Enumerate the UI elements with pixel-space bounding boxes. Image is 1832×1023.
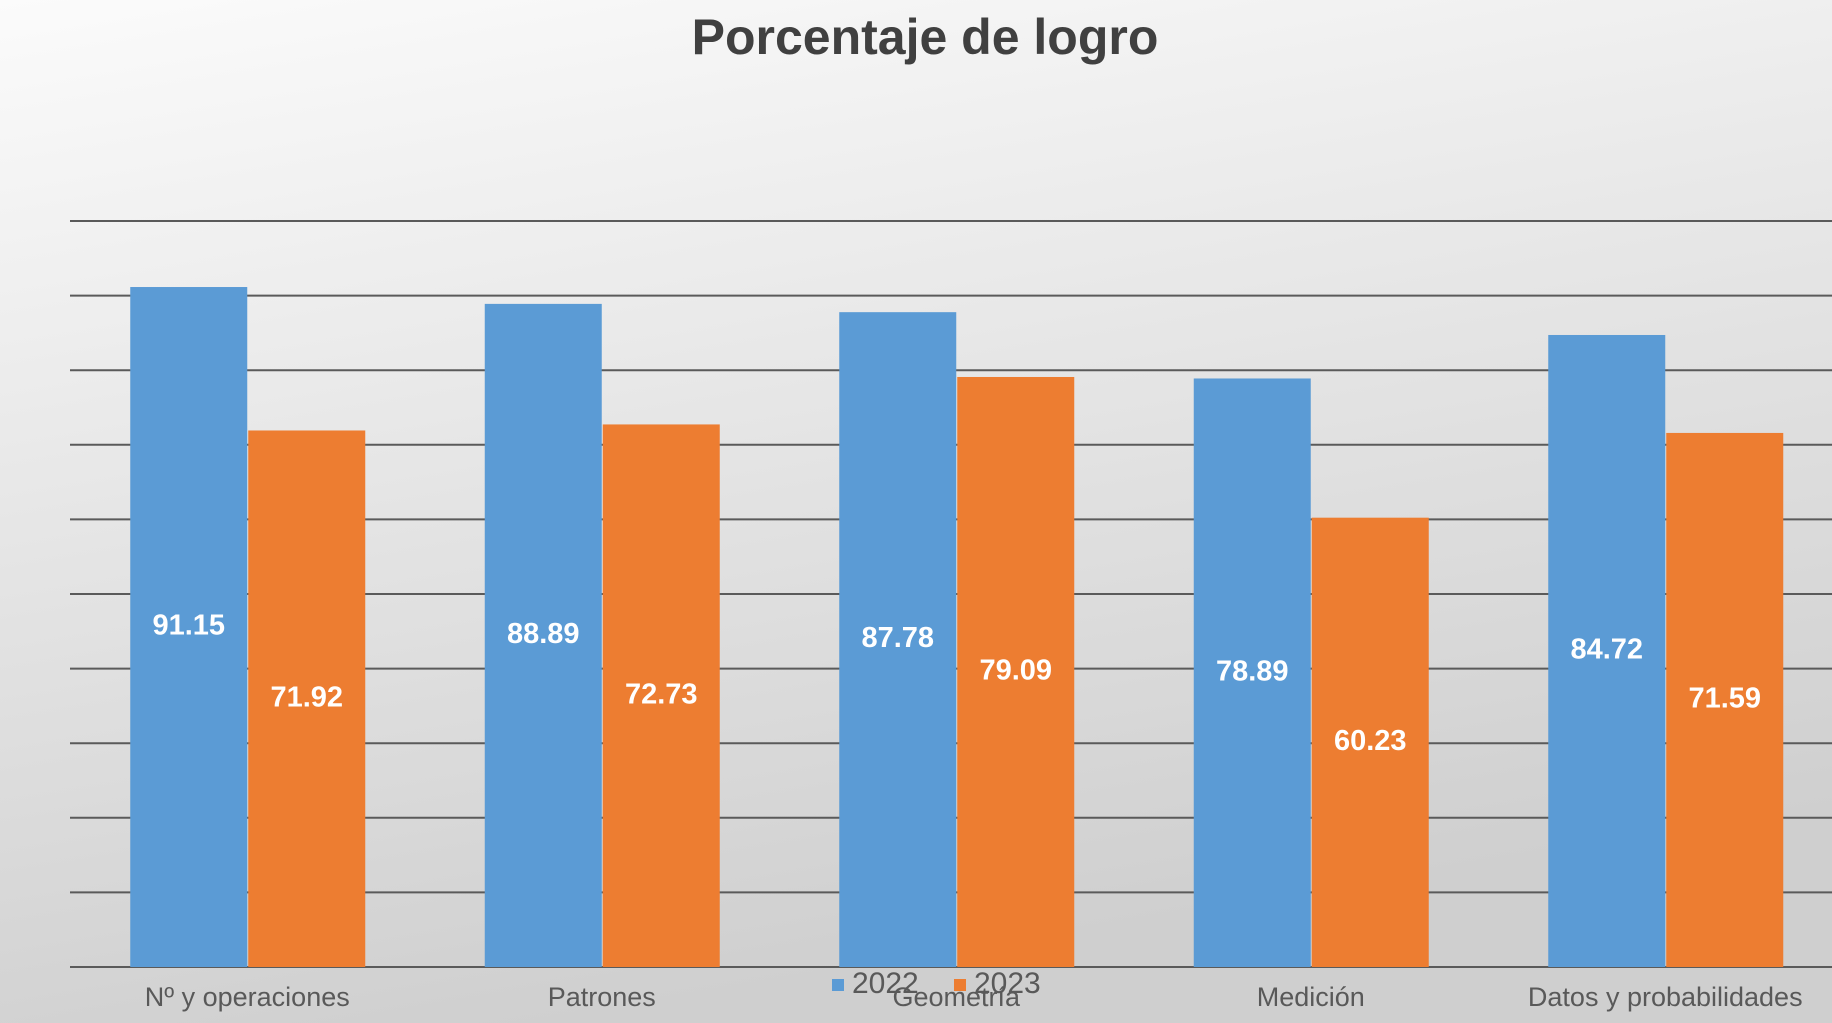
bar (602, 424, 720, 967)
data-label: 91.15 (152, 610, 225, 642)
data-label: 87.78 (861, 622, 934, 654)
data-label: 78.89 (1216, 655, 1289, 687)
x-tick-label: Nº y operaciones (145, 982, 350, 1012)
bar (1548, 334, 1666, 968)
chart-title: Porcentaje de logro (692, 9, 1159, 65)
x-tick-label: Datos y probabilidades (1528, 982, 1803, 1012)
data-label: 72.73 (625, 678, 698, 710)
legend-swatch (832, 979, 844, 991)
x-tick-label: Patrones (548, 982, 656, 1012)
legend-label: 2023 (974, 967, 1041, 1000)
data-label: 71.59 (1688, 683, 1761, 715)
bar (484, 303, 602, 967)
bar (1311, 517, 1429, 967)
bar (130, 287, 248, 967)
data-label: 84.72 (1570, 634, 1643, 666)
data-label: 79.09 (979, 655, 1052, 687)
x-tick-label: Medición (1257, 982, 1365, 1012)
bar (1666, 432, 1784, 967)
legend-swatch (954, 979, 966, 991)
data-label: 88.89 (507, 618, 580, 650)
bar (957, 376, 1075, 967)
legend-label: 2022 (852, 967, 919, 1000)
bar (248, 430, 366, 967)
bar (1193, 378, 1311, 967)
data-label: 60.23 (1334, 725, 1407, 757)
bar (839, 312, 957, 967)
data-label: 71.92 (270, 681, 343, 713)
